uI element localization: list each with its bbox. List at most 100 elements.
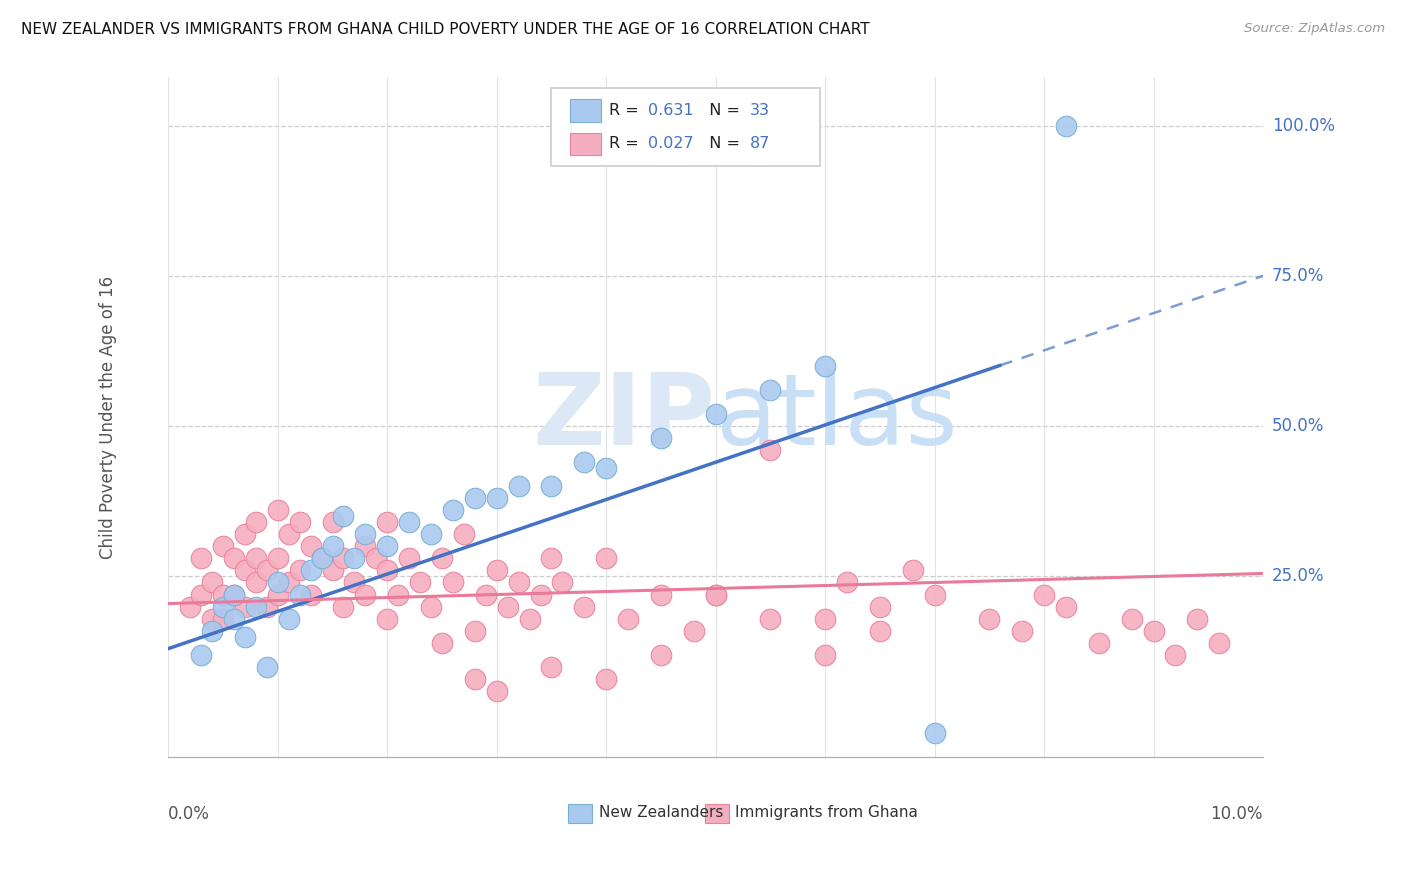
Point	[835, 575, 858, 590]
Point	[574, 599, 596, 614]
Point	[409, 575, 432, 590]
Point	[1208, 635, 1230, 649]
Point	[924, 587, 946, 601]
Point	[430, 551, 453, 566]
Point	[299, 564, 322, 578]
Point	[420, 599, 443, 614]
Point	[540, 659, 562, 673]
Text: 100.0%: 100.0%	[1272, 117, 1334, 135]
Point	[529, 587, 551, 601]
Point	[759, 611, 782, 625]
Point	[201, 611, 224, 625]
Text: 0.631: 0.631	[648, 103, 693, 118]
FancyBboxPatch shape	[569, 99, 600, 122]
Point	[375, 516, 398, 530]
FancyBboxPatch shape	[704, 804, 728, 822]
Point	[212, 599, 235, 614]
Text: 50.0%: 50.0%	[1272, 417, 1324, 435]
Point	[222, 551, 245, 566]
Point	[233, 630, 256, 644]
Text: New Zealanders: New Zealanders	[599, 805, 723, 820]
Point	[267, 575, 290, 590]
Point	[508, 575, 530, 590]
Point	[650, 587, 672, 601]
Point	[474, 587, 496, 601]
Point	[321, 516, 343, 530]
Point	[245, 516, 267, 530]
Point	[233, 527, 256, 541]
Point	[814, 648, 837, 662]
Point	[267, 551, 290, 566]
Point	[551, 575, 574, 590]
Point	[924, 726, 946, 740]
Point	[343, 575, 366, 590]
Point	[398, 551, 420, 566]
Point	[222, 587, 245, 601]
Point	[288, 564, 311, 578]
Point	[759, 383, 782, 397]
Text: N =: N =	[699, 136, 745, 152]
Text: 10.0%: 10.0%	[1211, 805, 1263, 823]
Point	[179, 599, 201, 614]
Point	[540, 551, 562, 566]
Point	[245, 551, 267, 566]
Point	[650, 648, 672, 662]
Point	[1164, 648, 1187, 662]
Point	[1142, 624, 1164, 638]
Point	[595, 551, 617, 566]
Text: 33: 33	[749, 103, 769, 118]
Point	[1011, 624, 1033, 638]
Point	[1121, 611, 1143, 625]
Point	[311, 551, 333, 566]
Point	[759, 443, 782, 458]
Point	[441, 575, 464, 590]
Point	[814, 611, 837, 625]
Point	[574, 455, 596, 469]
Point	[190, 551, 212, 566]
Point	[222, 611, 245, 625]
Point	[650, 431, 672, 445]
Point	[354, 540, 377, 554]
Point	[245, 575, 267, 590]
Text: atlas: atlas	[716, 368, 957, 466]
FancyBboxPatch shape	[551, 87, 820, 166]
Text: 0.0%: 0.0%	[169, 805, 209, 823]
Point	[453, 527, 475, 541]
Point	[332, 551, 354, 566]
Text: NEW ZEALANDER VS IMMIGRANTS FROM GHANA CHILD POVERTY UNDER THE AGE OF 16 CORRELA: NEW ZEALANDER VS IMMIGRANTS FROM GHANA C…	[21, 22, 870, 37]
Point	[277, 575, 299, 590]
Point	[1033, 587, 1056, 601]
Point	[233, 599, 256, 614]
Point	[496, 599, 519, 614]
Text: R =: R =	[609, 103, 644, 118]
Point	[519, 611, 541, 625]
Point	[212, 540, 235, 554]
Point	[354, 527, 377, 541]
Text: Source: ZipAtlas.com: Source: ZipAtlas.com	[1244, 22, 1385, 36]
Text: Immigrants from Ghana: Immigrants from Ghana	[735, 805, 918, 820]
Point	[485, 564, 508, 578]
Point	[190, 648, 212, 662]
Point	[222, 587, 245, 601]
Point	[420, 527, 443, 541]
Point	[508, 479, 530, 493]
Point	[595, 672, 617, 686]
Text: 87: 87	[749, 136, 770, 152]
FancyBboxPatch shape	[569, 133, 600, 155]
Text: 0.027: 0.027	[648, 136, 693, 152]
Point	[814, 359, 837, 373]
Text: 75.0%: 75.0%	[1272, 267, 1324, 285]
Point	[332, 509, 354, 524]
Point	[387, 587, 409, 601]
Point	[267, 503, 290, 517]
Point	[869, 624, 891, 638]
Point	[256, 564, 278, 578]
Point	[540, 479, 562, 493]
Point	[464, 624, 486, 638]
Text: R =: R =	[609, 136, 644, 152]
Point	[464, 491, 486, 506]
Text: 25.0%: 25.0%	[1272, 567, 1324, 585]
Point	[256, 599, 278, 614]
Point	[375, 540, 398, 554]
Point	[233, 564, 256, 578]
